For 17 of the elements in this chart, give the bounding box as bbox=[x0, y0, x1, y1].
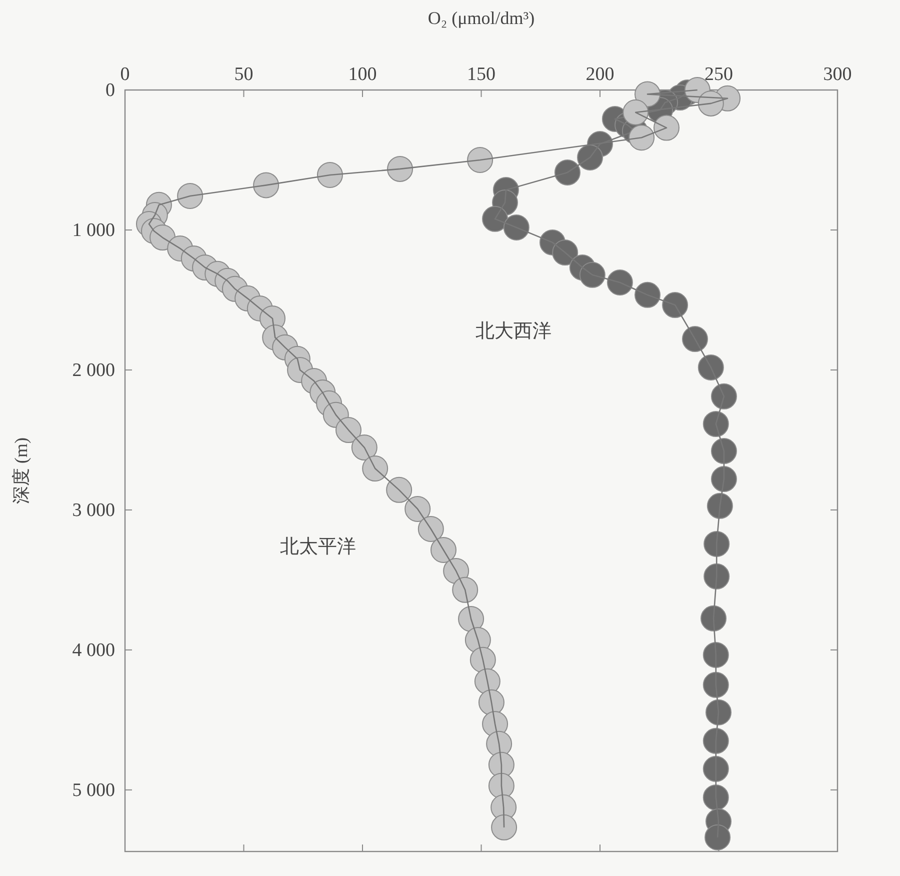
x-tick-label: 300 bbox=[823, 64, 852, 85]
y-tick-label: 0 bbox=[106, 80, 115, 101]
x-tick-label: 50 bbox=[234, 64, 254, 85]
y-tick-label: 3 000 bbox=[72, 500, 115, 521]
y-tick-label: 1 000 bbox=[72, 220, 115, 241]
y-tick-label: 5 000 bbox=[72, 780, 115, 801]
y-tick-label: 2 000 bbox=[72, 360, 115, 381]
text: 北大西洋 bbox=[475, 320, 552, 342]
text: 北太平洋 bbox=[280, 536, 356, 558]
y-axis-title: 深度 (m) bbox=[11, 438, 31, 504]
x-tick-label: 0 bbox=[120, 64, 130, 85]
x-tick-label: 250 bbox=[704, 64, 733, 85]
x-tick-label: 200 bbox=[586, 64, 614, 85]
x-tick-label: 100 bbox=[348, 64, 377, 85]
y-tick-label: 4 000 bbox=[72, 640, 115, 661]
x-axis-title: O₂ (μmol/dm³) bbox=[428, 8, 535, 28]
x-tick-label: 150 bbox=[467, 64, 496, 85]
